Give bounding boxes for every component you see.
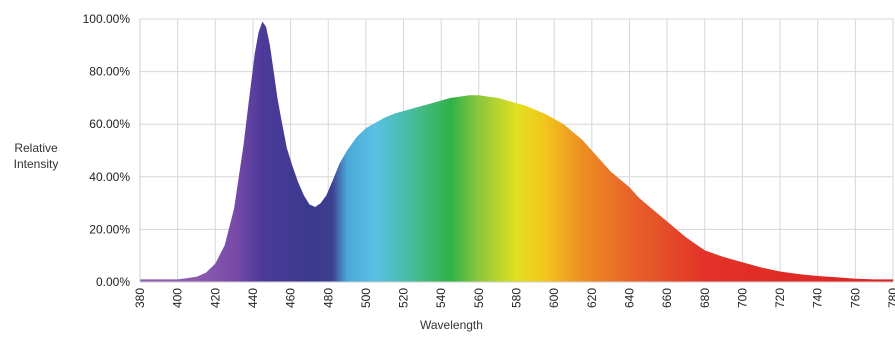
x-tick-label: 540 [434, 288, 448, 308]
y-tick-label: 20.00% [89, 222, 130, 236]
spectrum-area [140, 21, 893, 282]
x-tick-label: 740 [811, 288, 825, 308]
y-axis-title-line-2: Intensity [13, 157, 59, 171]
x-tick-label: 600 [547, 288, 561, 308]
x-tick-label: 660 [660, 288, 674, 308]
x-tick-label: 780 [886, 288, 895, 308]
x-tick-label: 720 [773, 288, 787, 308]
x-tick-label: 520 [397, 288, 411, 308]
y-tick-label: 80.00% [89, 65, 130, 79]
x-tick-label: 500 [359, 288, 373, 308]
x-tick-label: 580 [510, 288, 524, 308]
x-tick-label: 640 [622, 288, 636, 308]
x-tick-label: 700 [735, 288, 749, 308]
y-axis-title: Relative Intensity [0, 140, 72, 172]
x-tick-label: 760 [848, 288, 862, 308]
y-tick-label: 100.00% [83, 12, 131, 26]
x-tick-label: 460 [284, 288, 298, 308]
y-axis-title-line-1: Relative [14, 141, 58, 155]
y-tick-label: 0.00% [96, 275, 130, 289]
x-tick-label: 480 [321, 288, 335, 308]
x-axis-title: Wavelength [420, 318, 483, 332]
x-tick-label: 400 [171, 288, 185, 308]
y-tick-label: 60.00% [89, 117, 130, 131]
x-tick-label: 440 [246, 288, 260, 308]
x-tick-label: 560 [472, 288, 486, 308]
y-tick-label: 40.00% [89, 170, 130, 184]
x-tick-label: 620 [585, 288, 599, 308]
x-tick-label: 380 [133, 288, 147, 308]
x-tick-label: 420 [208, 288, 222, 308]
x-tick-label: 680 [698, 288, 712, 308]
